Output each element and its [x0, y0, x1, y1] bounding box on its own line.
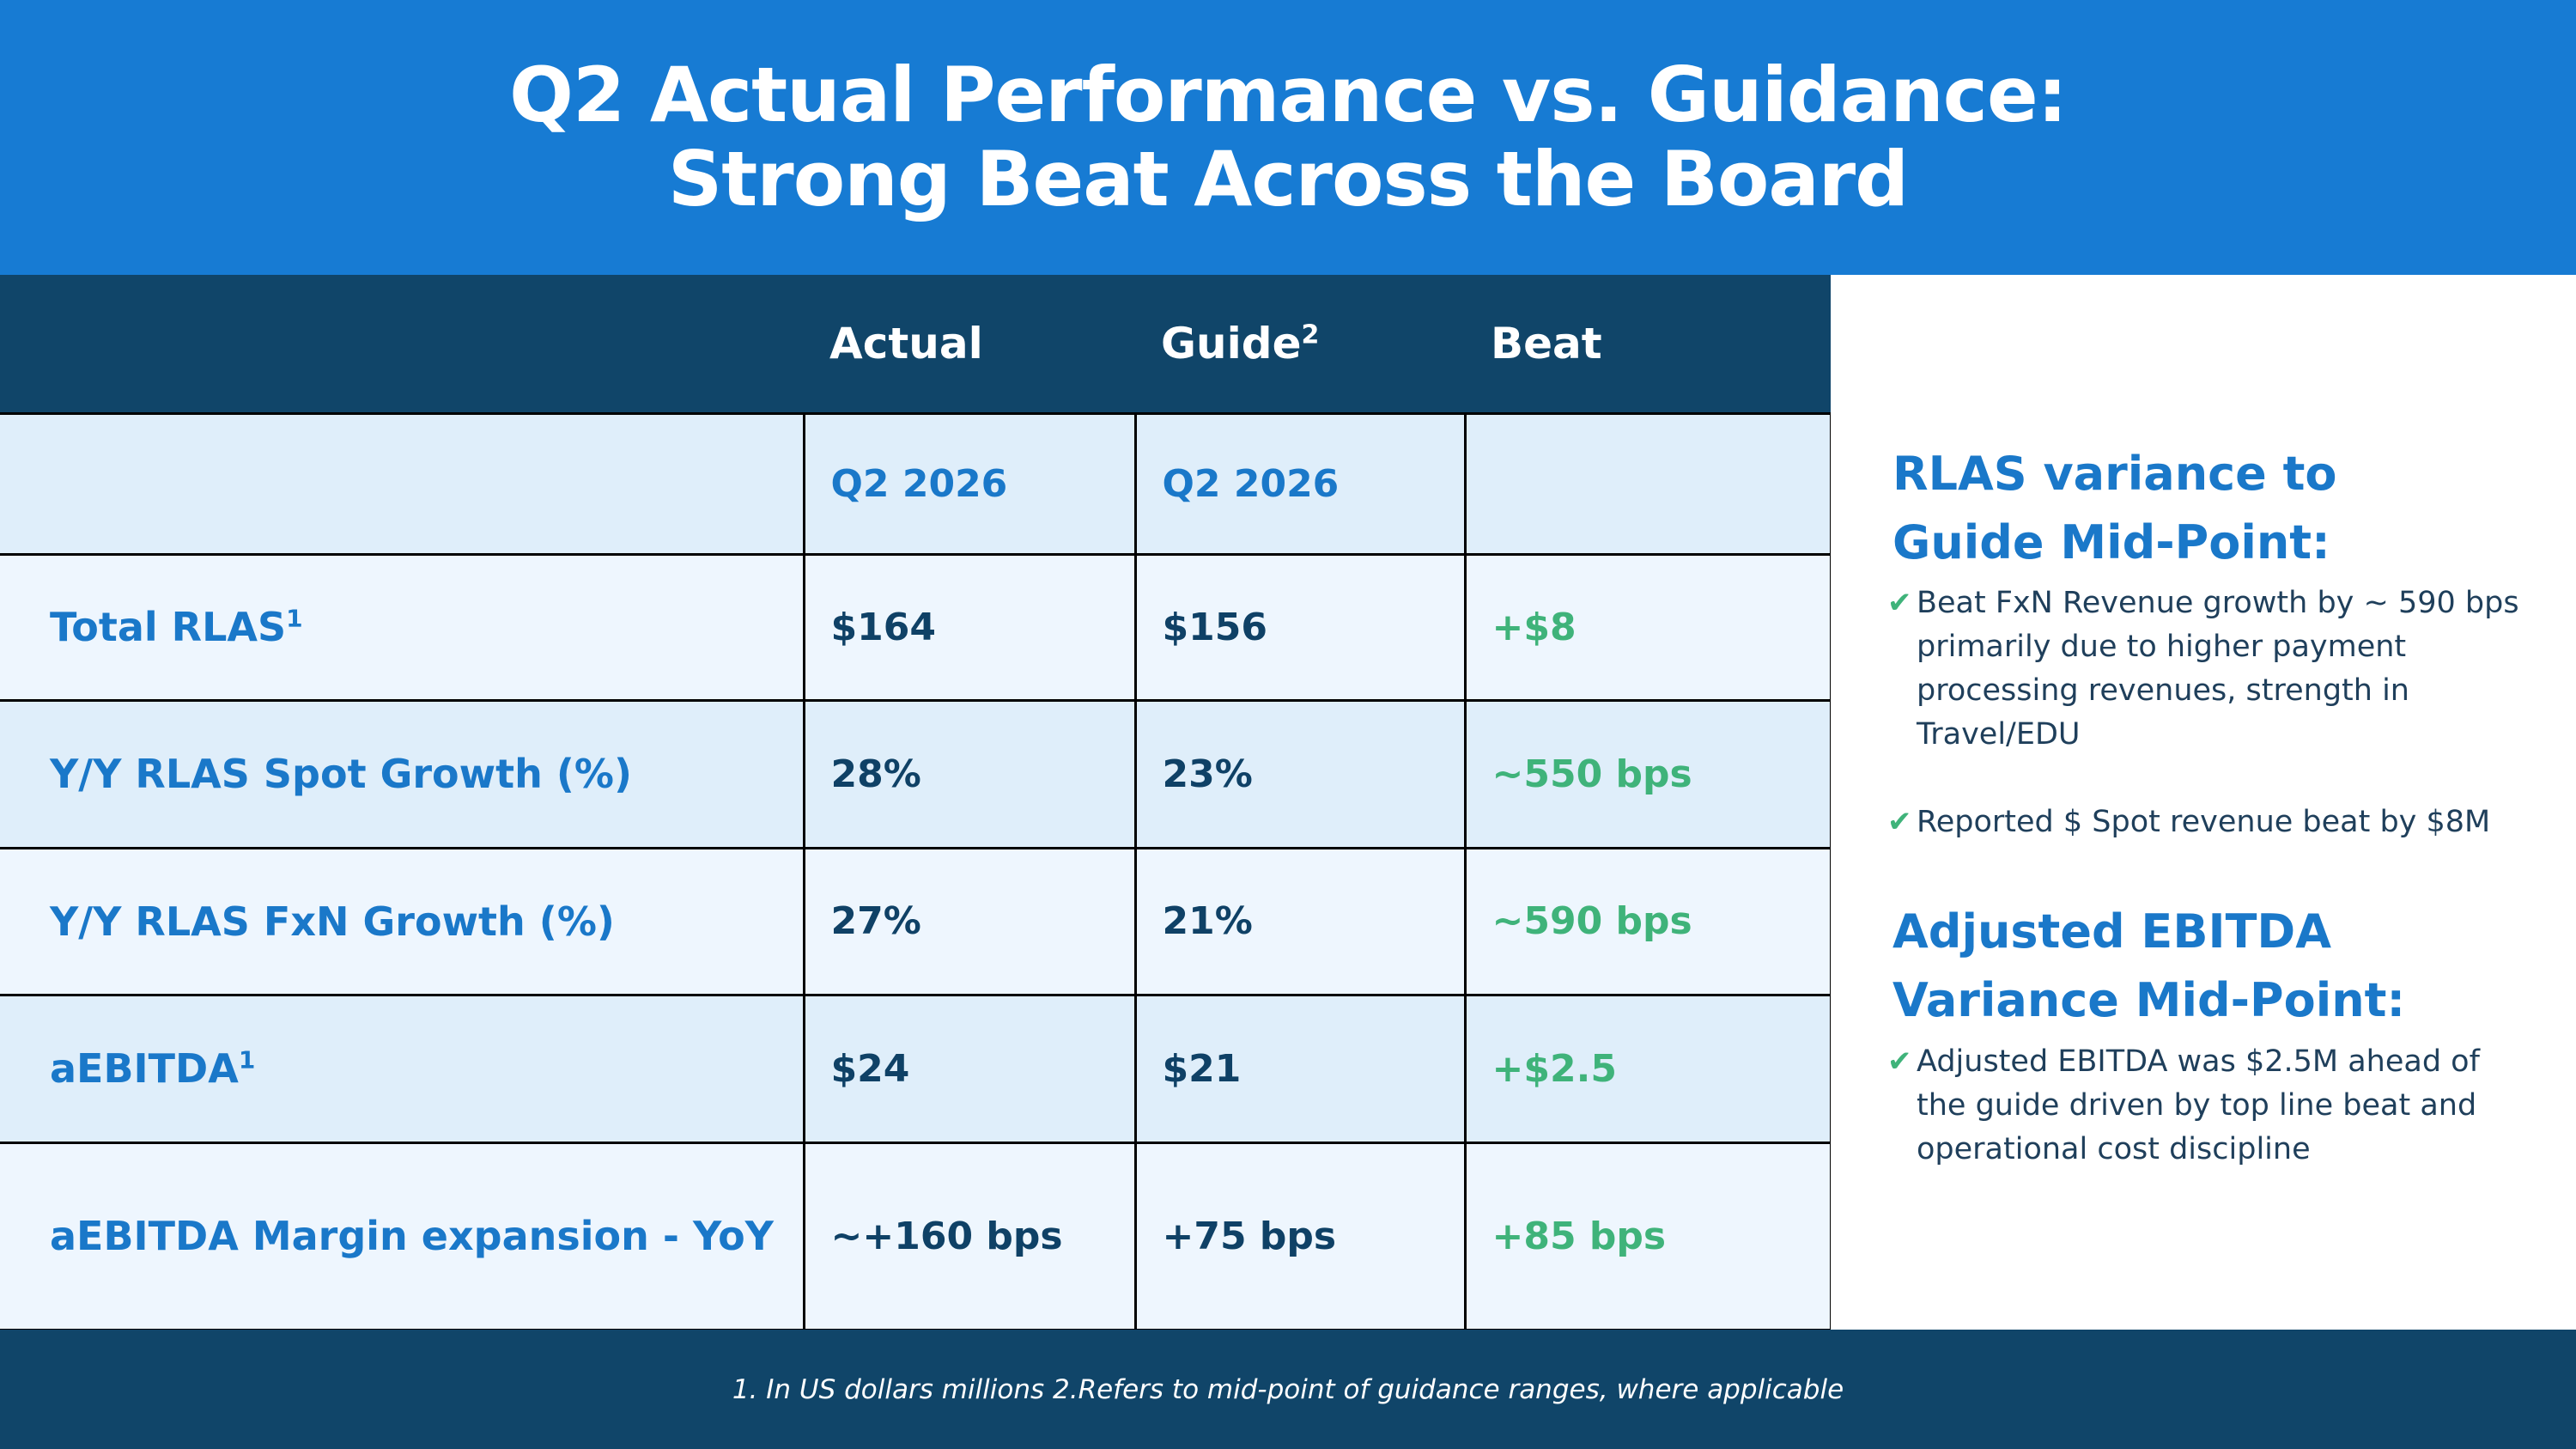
table-row: Y/Y RLAS Spot Growth (%) 28% 23% ~550 bp…	[0, 698, 1832, 849]
header-guide-superscript: 2	[1301, 320, 1320, 350]
row-actual-value: 28%	[802, 698, 1137, 849]
row-label-superscript: 1	[286, 604, 303, 633]
row-actual-value: 27%	[802, 846, 1137, 996]
row-actual-value: ~+160 bps	[802, 1141, 1137, 1331]
header-beat: Beat	[1465, 275, 1831, 413]
ebitda-variance-heading-line-1: Adjusted EBITDA	[1893, 904, 2332, 959]
row-beat-value: ~550 bps	[1463, 698, 1832, 849]
row-label-text: aEBITDA	[50, 1045, 239, 1092]
rlas-variance-heading-line-2: Guide Mid-Point:	[1893, 515, 2330, 569]
row-label-text: Y/Y RLAS FxN Growth (%)	[50, 898, 615, 945]
row-label: aEBITDA1	[0, 993, 805, 1144]
row-label: Y/Y RLAS Spot Growth (%)	[0, 698, 805, 849]
table-row: Y/Y RLAS FxN Growth (%) 27% 21% ~590 bps	[0, 846, 1832, 996]
row-actual-value: $164	[802, 552, 1137, 702]
ebitda-bullet-1-text: Adjusted EBITDA was $2.5M ahead of the g…	[1917, 1044, 2480, 1166]
table-row: aEBITDA1 $24 $21 +$2.5	[0, 993, 1832, 1144]
row-label-text: Total RLAS	[50, 604, 287, 650]
slide-footer: 1. In US dollars millions 2.Refers to mi…	[0, 1330, 2576, 1449]
row-beat-value: +85 bps	[1463, 1141, 1832, 1331]
checkmark-icon: ✔	[1887, 805, 1912, 839]
row-label: Total RLAS1	[0, 552, 805, 702]
row-label: aEBITDA Margin expansion - YoY	[0, 1141, 805, 1331]
row-beat-value: +$2.5	[1463, 993, 1832, 1144]
table-subheader-row: Q2 2026 Q2 2026	[0, 411, 1832, 556]
performance-table-container: Actual Guide2 Beat Q2 2026 Q2 2026 Total…	[0, 275, 1832, 1331]
ebitda-variance-heading-line-2: Variance Mid-Point:	[1893, 973, 2406, 1027]
table-header-row: Actual Guide2 Beat	[0, 275, 1831, 413]
table-row: Total RLAS1 $164 $156 +$8	[0, 552, 1832, 702]
row-label-superscript: 1	[238, 1045, 256, 1075]
rlas-bullet-1: ✔ Beat FxN Revenue growth by ~ 590 bps p…	[1887, 581, 2535, 757]
row-beat-value: ~590 bps	[1463, 846, 1832, 996]
table-row: aEBITDA Margin expansion - YoY ~+160 bps…	[0, 1141, 1832, 1331]
checkmark-icon: ✔	[1887, 1044, 1912, 1079]
slide-title-line-1: Q2 Actual Performance vs. Guidance:	[509, 51, 2068, 139]
commentary-panel: RLAS variance to Guide Mid-Point: ✔ Beat…	[1831, 275, 2576, 1330]
header-empty-cell	[0, 275, 804, 413]
row-guide-value: 23%	[1133, 698, 1467, 849]
row-label-text: Y/Y RLAS Spot Growth (%)	[50, 751, 633, 797]
row-label-text: aEBITDA Margin expansion - YoY	[50, 1213, 774, 1259]
ebitda-bullet-1: ✔ Adjusted EBITDA was $2.5M ahead of the…	[1887, 1040, 2535, 1172]
rlas-bullet-2-text: Reported $ Spot revenue beat by $8M	[1917, 805, 2491, 839]
header-guide-label: Guide	[1161, 318, 1302, 368]
footnote: 1. In US dollars millions 2.Refers to mi…	[732, 1373, 1844, 1405]
row-beat-value: +$8	[1463, 552, 1832, 702]
subheader-actual-period: Q2 2026	[802, 411, 1137, 556]
checkmark-icon: ✔	[1887, 586, 1912, 620]
slide-title-line-2: Strong Beat Across the Board	[667, 135, 1909, 223]
row-guide-value: 21%	[1133, 846, 1467, 996]
row-guide-value: $21	[1133, 993, 1467, 1144]
subheader-beat-empty	[1463, 411, 1832, 556]
header-beat-label: Beat	[1491, 318, 1602, 368]
row-guide-value: +75 bps	[1133, 1141, 1467, 1331]
header-guide: Guide2	[1135, 275, 1465, 413]
header-actual: Actual	[804, 275, 1135, 413]
header-actual-label: Actual	[829, 318, 983, 368]
subheader-guide-period: Q2 2026	[1133, 411, 1467, 556]
subheader-empty-cell	[0, 411, 805, 556]
rlas-variance-heading-line-1: RLAS variance to	[1893, 447, 2337, 501]
performance-table: Actual Guide2 Beat Q2 2026 Q2 2026 Total…	[0, 275, 1832, 1331]
rlas-bullet-2: ✔ Reported $ Spot revenue beat by $8M	[1887, 801, 2535, 844]
rlas-bullet-1-text: Beat FxN Revenue growth by ~ 590 bps pri…	[1917, 586, 2519, 752]
slide-header: Q2 Actual Performance vs. Guidance: Stro…	[0, 0, 2576, 275]
row-guide-value: $156	[1133, 552, 1467, 702]
row-label: Y/Y RLAS FxN Growth (%)	[0, 846, 805, 996]
row-actual-value: $24	[802, 993, 1137, 1144]
